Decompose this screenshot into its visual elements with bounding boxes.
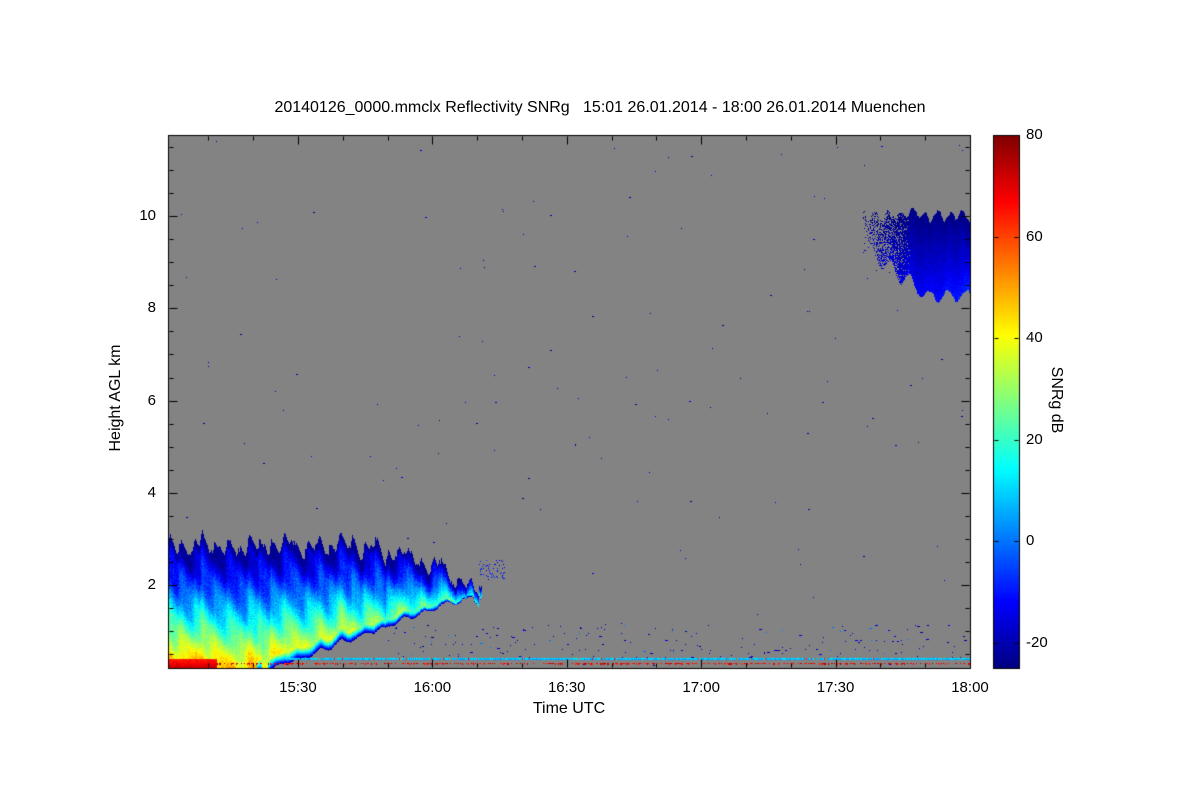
y-tick-label: 10 [139, 207, 156, 225]
y-tick-label: 8 [147, 299, 156, 317]
chart-title: 20140126_0000.mmclx Reflectivity SNRg 15… [274, 99, 926, 116]
colorbar-tick-label: -20 [1026, 633, 1048, 651]
x-tick-label: 16:30 [547, 679, 586, 696]
colorbar-label: SNRg dB [1048, 366, 1065, 434]
y-tick-label: 6 [147, 391, 156, 409]
x-tick-label: 18:00 [951, 679, 989, 696]
y-tick-label: 4 [147, 483, 156, 501]
x-tick-label: 17:00 [682, 679, 720, 696]
colorbar-tick-label: 20 [1026, 430, 1043, 448]
x-tick-label: 17:30 [816, 679, 855, 696]
x-tick-label: 15:30 [279, 679, 317, 696]
colorbar-tick-label: 60 [1026, 227, 1043, 245]
y-tick-label: 2 [147, 576, 156, 593]
x-tick-label: 16:00 [413, 679, 452, 696]
colorbar-tick-label: 40 [1026, 329, 1043, 347]
colorbar-tick-label: 80 [1026, 126, 1043, 143]
colorbar-tick-label: 0 [1026, 532, 1035, 550]
x-axis-label: Time UTC [532, 700, 606, 717]
